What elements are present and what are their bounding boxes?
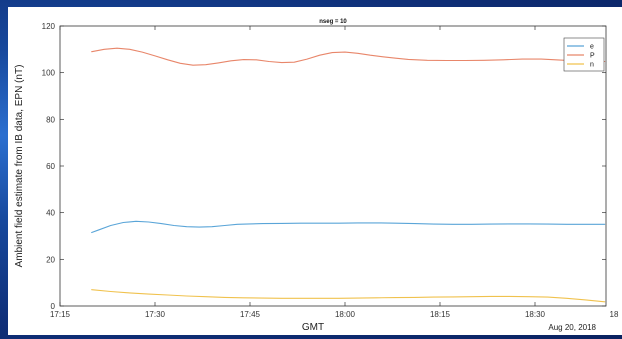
date-label: Aug 20, 2018	[548, 323, 596, 332]
x-axis-label: GMT	[302, 322, 324, 333]
legend-label-P: P	[590, 53, 595, 60]
y-tick-label: 20	[46, 255, 55, 264]
y-tick-label: 0	[51, 302, 56, 311]
x-tick-label: 17:45	[240, 310, 261, 319]
x-tick-label-right-edge: 18	[610, 310, 619, 319]
x-tick-label: 17:30	[145, 310, 166, 319]
series-line-e	[91, 220, 606, 234]
y-tick-label: 100	[42, 69, 56, 78]
x-tick-label: 18:30	[525, 310, 546, 319]
line-chart: 0 20 40 60 80 100 120 17:15 17:30 17:45 18:00 18:1…	[9, 8, 621, 334]
legend-label-e: e	[590, 44, 594, 51]
figure-canvas	[9, 8, 621, 334]
x-tick-label: 18:15	[430, 310, 451, 319]
y-tick-label: 80	[46, 115, 55, 124]
series-line-n	[91, 289, 606, 303]
legend-label-n: n	[590, 62, 594, 69]
series-line-P	[91, 47, 606, 66]
x-tick-label: 18:00	[335, 310, 356, 319]
y-tick-label: 40	[46, 209, 55, 218]
chart-title: nseg = 10	[319, 19, 347, 25]
y-axis-label: Ambient field estimate from IB data, EPN…	[14, 65, 25, 268]
y-tick-label: 60	[46, 162, 55, 171]
x-tick-label: 17:15	[50, 310, 71, 319]
figure-window: 0 20 40 60 80 100 120 17:15 17:30 17:45 18:00 18:1…	[8, 7, 622, 335]
y-tick-label: 120	[42, 22, 56, 31]
